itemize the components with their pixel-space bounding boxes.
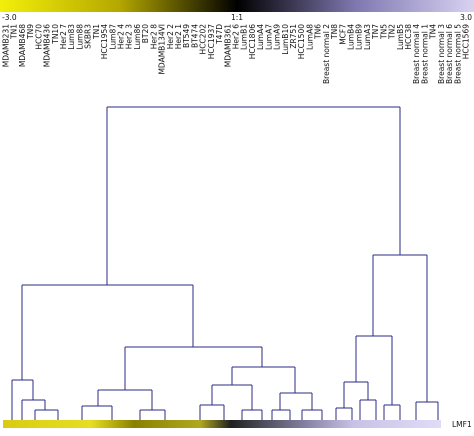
sample-label: Breast normal 3	[437, 24, 446, 84]
sample-label: BT474	[190, 24, 199, 48]
sample-label: TN1	[10, 24, 19, 40]
sample-label: Her2 3	[125, 24, 134, 49]
sample-label: LumB9	[355, 24, 364, 50]
sample-label: LumA3	[363, 24, 372, 50]
sample-label: TN10	[51, 24, 60, 45]
sample-label: Breast normal 4	[412, 24, 421, 84]
sample-label: TN5	[379, 24, 388, 40]
sample-label: BT20	[141, 24, 150, 43]
heatmap-row	[3, 420, 441, 428]
sample-label: Lum88	[75, 24, 84, 50]
sample-label: MCF7	[338, 24, 347, 45]
sample-label: Her2 2	[166, 24, 175, 49]
sample-label: TN4	[429, 24, 438, 40]
scale-mid-label: 1:1	[231, 13, 243, 22]
sample-label: TN9	[26, 24, 35, 40]
sample-label: Her2 6	[232, 24, 241, 49]
sample-label: LumB4	[347, 24, 356, 50]
sample-label: LumB10	[281, 24, 290, 55]
scale-max-label: 3.0	[460, 13, 472, 22]
sample-label: HCC1500	[297, 24, 306, 59]
sample-label: Lum86	[133, 24, 142, 50]
sample-label: LumB1	[240, 24, 249, 50]
sample-label: LumB5	[396, 24, 405, 50]
sample-label: LumA4	[256, 24, 265, 50]
row-label: LMF1	[452, 420, 472, 429]
sample-label: TN1	[92, 24, 101, 40]
scale-min-label: -3.0	[2, 13, 17, 22]
sample-label: Her2 7	[59, 24, 68, 49]
sample-label: Her2 4	[117, 24, 126, 49]
sample-label: HCC1954	[100, 24, 109, 59]
sample-label: TN7	[371, 24, 380, 40]
sample-label: MDAMB436	[43, 24, 52, 67]
sample-label: Breast normal 1	[420, 24, 429, 84]
sample-label: MDAMB134VI	[158, 24, 167, 75]
sample-label: SKBR3	[84, 24, 93, 49]
sample-label: TN2	[388, 24, 397, 40]
sample-label: Her2 8	[149, 24, 158, 49]
sample-label: HCC1937	[207, 24, 216, 59]
sample-label: Lum83	[67, 24, 76, 50]
color-scale	[0, 0, 474, 12]
sample-label: HCC1569	[462, 24, 471, 59]
sample-label: Breast normal 2	[322, 24, 331, 84]
sample-label: HCC1806	[248, 24, 257, 59]
sample-label: T47D	[215, 24, 224, 45]
sample-labels: MDAMB231 TN1 MDAMB468 TN9 HCC70 MDAMB436 TN10 H…	[2, 24, 471, 84]
sample-label: LumA7	[264, 24, 273, 50]
sample-label: HCC202	[199, 24, 208, 55]
sample-label: MDAMB231	[2, 24, 11, 67]
sample-label: HCC70	[34, 24, 43, 50]
sample-label: HCC38	[404, 24, 413, 50]
sample-label: Lum87	[108, 24, 117, 50]
sample-label: Breast normal 6	[445, 24, 454, 84]
sample-label: LumA8	[305, 24, 314, 50]
sample-label: Her2 1	[174, 24, 183, 49]
sample-label: TN6	[314, 24, 323, 40]
sample-label: LumA9	[273, 24, 282, 50]
sample-label: Breast normal 5	[453, 24, 462, 84]
dendrogram	[11, 106, 439, 420]
sample-label: BT549	[182, 24, 191, 48]
sample-label: TN8	[330, 24, 339, 40]
sample-label: MDAMB361	[223, 24, 232, 67]
sample-label: MDAMB468	[18, 24, 27, 67]
sample-label: ZR751	[289, 24, 298, 49]
